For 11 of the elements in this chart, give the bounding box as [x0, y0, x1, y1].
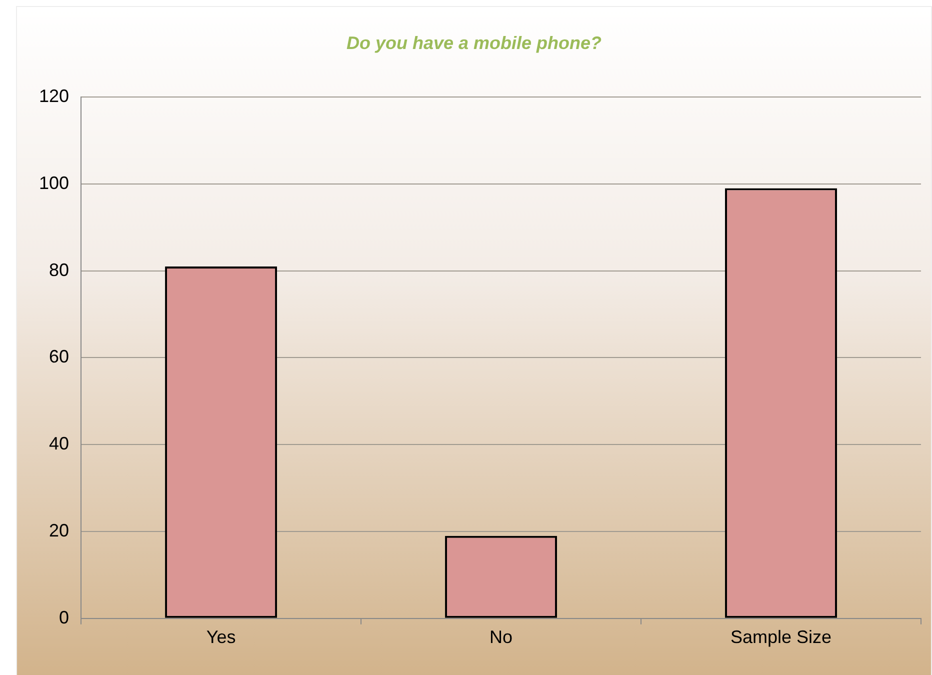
- y-tick-label: 80: [49, 260, 70, 280]
- x-tick-label: Sample Size: [730, 627, 832, 648]
- x-tick-label: Yes: [206, 627, 236, 648]
- chart-title: Do you have a mobile phone?: [345, 33, 603, 54]
- x-tick-label: No: [490, 627, 513, 648]
- y-tick-label: 60: [49, 346, 70, 367]
- y-tick-label: 120: [38, 86, 70, 106]
- y-tick-label: 20: [49, 520, 70, 540]
- y-tick-label: 40: [49, 434, 70, 454]
- y-tick-label: 100: [38, 172, 70, 193]
- y-tick-label: 0: [59, 607, 70, 628]
